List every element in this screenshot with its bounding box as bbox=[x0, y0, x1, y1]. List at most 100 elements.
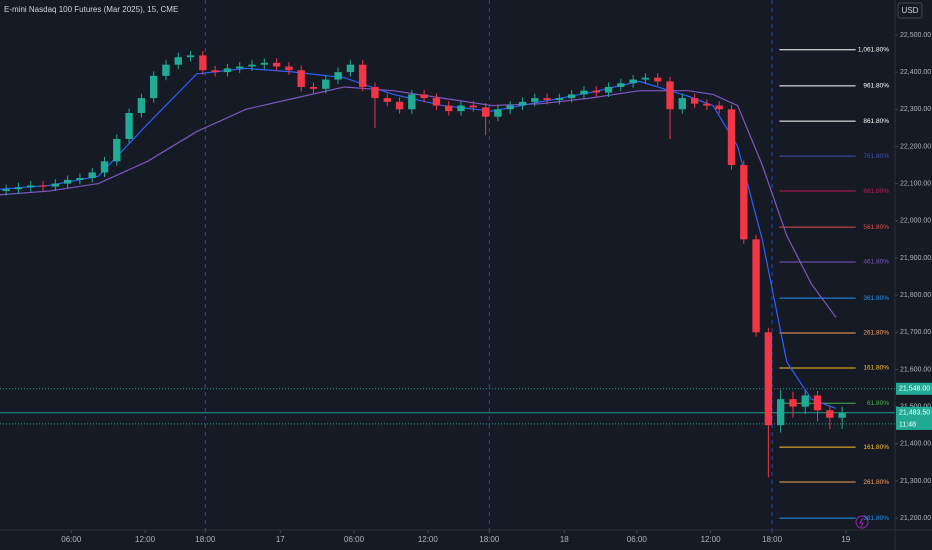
y-tick-label: 21,900.00 bbox=[900, 255, 931, 262]
candle-body bbox=[580, 90, 588, 95]
candle-body bbox=[113, 139, 121, 162]
candle-body bbox=[690, 98, 699, 104]
y-tick-label: 22,200.00 bbox=[900, 143, 931, 150]
fib-label: 361.80% bbox=[863, 515, 889, 522]
candle-body bbox=[604, 86, 613, 93]
candle-body bbox=[223, 68, 232, 73]
fib-label: 761.80% bbox=[863, 153, 889, 160]
x-tick-label: 18:00 bbox=[762, 535, 783, 544]
candle-body bbox=[211, 70, 219, 73]
candle-body bbox=[826, 410, 834, 418]
candle-body bbox=[162, 64, 170, 76]
candle-body bbox=[592, 90, 600, 93]
candle-body bbox=[518, 101, 527, 106]
x-tick-label: 18 bbox=[560, 535, 569, 544]
candle-body bbox=[494, 109, 502, 117]
candle-body bbox=[334, 72, 342, 80]
candle-body bbox=[813, 395, 822, 411]
fib-label: 861.80% bbox=[863, 118, 889, 125]
fib-label: 261.80% bbox=[863, 479, 889, 486]
candle-body bbox=[395, 101, 404, 110]
candle-body bbox=[346, 64, 355, 73]
candle-body bbox=[469, 105, 478, 108]
candle-body bbox=[272, 62, 281, 67]
y-tick-label: 22,500.00 bbox=[900, 32, 931, 39]
candle-body bbox=[506, 105, 514, 110]
candle-body bbox=[39, 185, 47, 187]
y-tick-label: 22,400.00 bbox=[900, 69, 931, 76]
candle-body bbox=[641, 77, 650, 80]
fib-label: 1,061.80% bbox=[858, 47, 889, 54]
y-tick-label: 21,800.00 bbox=[900, 292, 931, 299]
currency-box[interactable] bbox=[897, 2, 923, 19]
candle-body bbox=[420, 94, 428, 99]
y-tick-label: 21,700.00 bbox=[900, 329, 931, 336]
candle-body bbox=[727, 109, 736, 166]
chart-title: E-mini Nasdaq 100 Futures (Mar 2025), 15… bbox=[4, 5, 178, 14]
y-tick-label: 21,200.00 bbox=[900, 515, 931, 522]
candle-body bbox=[408, 94, 416, 110]
candle-body bbox=[432, 98, 441, 106]
fib-label: 161.80% bbox=[863, 444, 889, 451]
candle-body bbox=[309, 86, 318, 89]
candle-body bbox=[654, 77, 662, 82]
x-tick-label: 12:00 bbox=[701, 535, 722, 544]
candle-body bbox=[358, 64, 367, 87]
y-tick-label: 21,300.00 bbox=[900, 478, 931, 485]
candle-body bbox=[174, 57, 182, 65]
candle-body bbox=[2, 189, 10, 192]
timer-badge bbox=[896, 419, 932, 430]
price-badge bbox=[896, 382, 932, 395]
x-tick-label: 12:00 bbox=[135, 535, 156, 544]
x-tick-label: 06:00 bbox=[61, 535, 82, 544]
candle-body bbox=[14, 187, 23, 190]
candle-body bbox=[752, 239, 760, 333]
candle-body bbox=[236, 66, 244, 69]
candle-body bbox=[186, 55, 195, 58]
candle-body bbox=[703, 103, 711, 106]
alert-icon[interactable] bbox=[855, 515, 869, 529]
candle-body bbox=[383, 98, 391, 102]
fib-label: 661.80% bbox=[863, 188, 889, 195]
x-tick-label: 18:00 bbox=[479, 535, 500, 544]
candle-body bbox=[260, 62, 269, 65]
alert-icon[interactable] bbox=[859, 517, 864, 528]
candle-body bbox=[285, 66, 293, 71]
candle-body bbox=[481, 107, 490, 117]
x-tick-label: 18:00 bbox=[195, 535, 216, 544]
candle-body bbox=[137, 98, 146, 113]
fib-label: 561.80% bbox=[863, 224, 889, 231]
fib-label: 361.80% bbox=[863, 295, 889, 302]
fib-label: 161.80% bbox=[863, 365, 889, 372]
candle-body bbox=[764, 332, 773, 426]
moving-average bbox=[0, 86, 837, 318]
currency[interactable]: USD bbox=[902, 6, 919, 15]
timer: 11:48 bbox=[899, 422, 916, 429]
candle-body bbox=[371, 86, 379, 99]
x-tick-label: 06:00 bbox=[344, 535, 365, 544]
y-tick-label: 21,400.00 bbox=[900, 441, 931, 448]
price-badge bbox=[896, 406, 932, 419]
candle-body bbox=[445, 105, 453, 112]
candle-body bbox=[567, 94, 576, 99]
y-tick-label: 22,000.00 bbox=[900, 218, 931, 225]
x-tick-label: 19 bbox=[841, 535, 850, 544]
candle-body bbox=[88, 172, 96, 179]
y-tick-label: 22,300.00 bbox=[900, 106, 931, 113]
candle-body bbox=[457, 105, 465, 112]
candle-body bbox=[76, 178, 84, 180]
moving-average bbox=[0, 67, 837, 410]
candle-body bbox=[801, 395, 809, 407]
candle-body bbox=[100, 161, 109, 173]
candle-body bbox=[297, 70, 305, 87]
candle-body bbox=[838, 412, 846, 418]
candle-body bbox=[715, 105, 723, 110]
fib-label: 461.80% bbox=[863, 259, 889, 266]
y-tick-label: 22,100.00 bbox=[900, 180, 931, 187]
candle-body bbox=[740, 165, 748, 240]
candle-body bbox=[555, 98, 564, 100]
x-tick-label: 17 bbox=[276, 535, 285, 544]
price-badge-label: 21,483.50 bbox=[899, 410, 930, 417]
